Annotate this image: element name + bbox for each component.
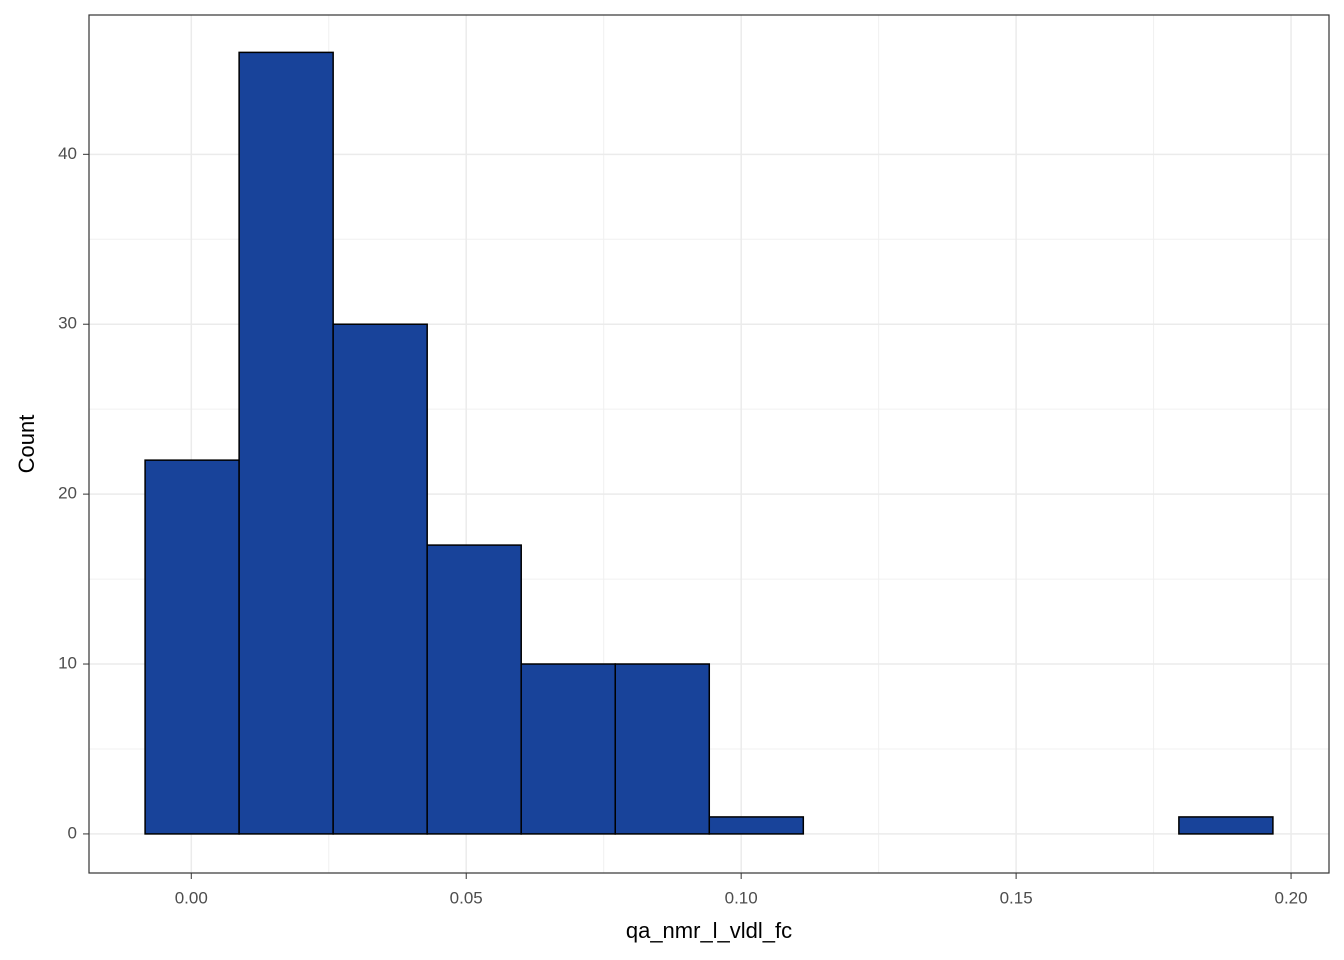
y-tick-label: 10	[58, 654, 77, 673]
bar	[1178, 816, 1274, 835]
y-tick-label: 20	[58, 484, 77, 503]
x-tick-label: 0.10	[725, 888, 758, 907]
bar	[708, 816, 805, 835]
bar	[332, 323, 428, 835]
x-axis-title: qa_nmr_l_vldl_fc	[626, 918, 792, 943]
x-tick-label: 0.05	[450, 888, 483, 907]
bar	[614, 663, 711, 835]
panel-border	[88, 14, 1330, 874]
bar	[144, 459, 240, 835]
y-tick-label: 0	[68, 823, 77, 842]
y-tick-label: 40	[58, 144, 77, 163]
x-tick-label: 0.00	[175, 888, 208, 907]
bar	[520, 663, 616, 835]
x-tick-label: 0.15	[1000, 888, 1033, 907]
bar	[426, 544, 522, 835]
bar	[238, 51, 334, 835]
x-tick-label: 0.20	[1275, 888, 1308, 907]
y-tick-label: 30	[58, 314, 77, 333]
y-axis-title: Count	[14, 415, 39, 474]
